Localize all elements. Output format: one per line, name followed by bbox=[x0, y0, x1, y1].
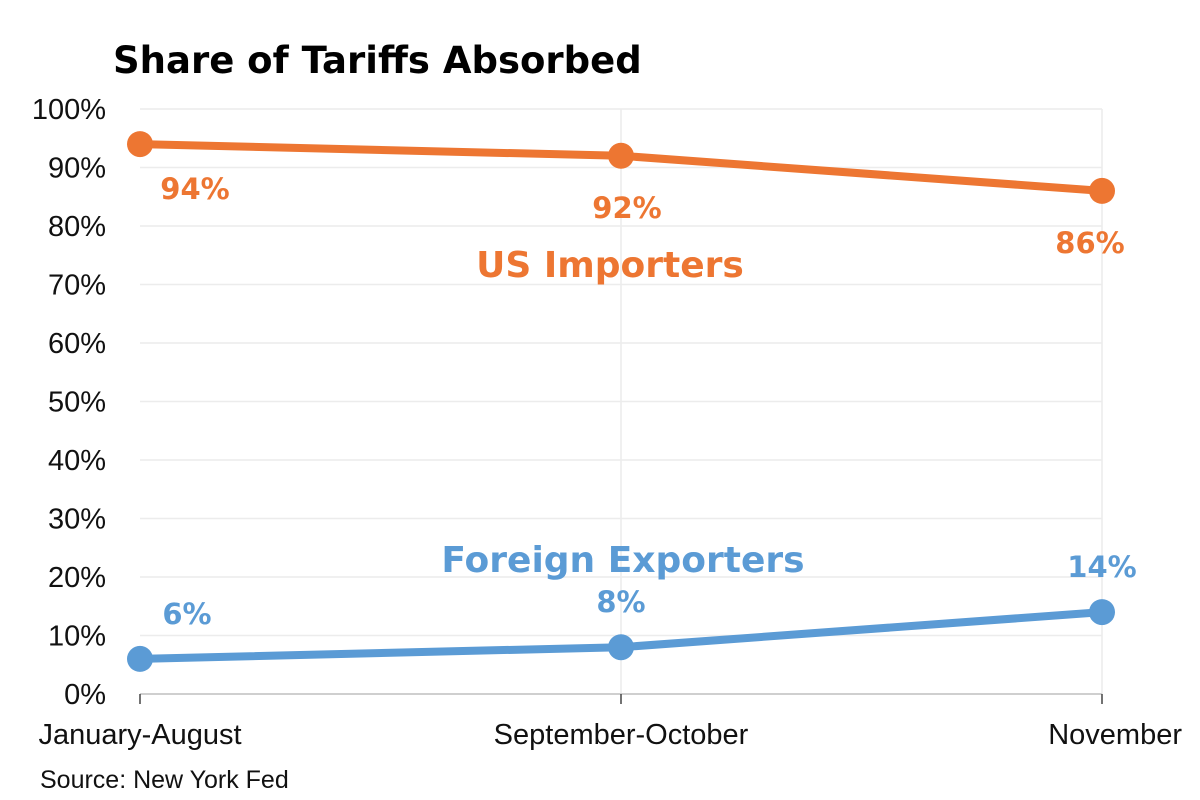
y-tick-label: 40% bbox=[48, 445, 106, 477]
series-us-importers bbox=[127, 131, 1115, 204]
y-tick-label: 10% bbox=[48, 621, 106, 653]
data-label: 6% bbox=[162, 597, 211, 631]
data-label: 86% bbox=[1055, 226, 1124, 260]
y-tick-label: 60% bbox=[48, 328, 106, 360]
data-label: 92% bbox=[592, 191, 661, 225]
axis-layer: 0% 10% 20% 30% 40% 50% 60% 70% 80% 90% 100% January… bbox=[32, 94, 1183, 751]
chart-title: Share of Tariffs Absorbed bbox=[113, 39, 642, 82]
series-foreign-exporters bbox=[127, 599, 1115, 672]
series-layer bbox=[127, 131, 1115, 672]
x-tick-label: November bbox=[1048, 719, 1182, 751]
data-point bbox=[127, 645, 153, 672]
data-label: 14% bbox=[1067, 550, 1136, 584]
x-tick-label: September-October bbox=[494, 719, 749, 751]
y-tick-label: 0% bbox=[64, 679, 106, 711]
data-label: 94% bbox=[160, 172, 229, 206]
y-tick-label: 30% bbox=[48, 504, 106, 536]
y-tick-label: 70% bbox=[48, 270, 106, 302]
y-tick-label: 100% bbox=[32, 94, 106, 126]
label-layer: 94% 92% 86% US Importers 6% 8% 14% Foreign Expo… bbox=[160, 172, 1136, 631]
y-tick-label: 80% bbox=[48, 211, 106, 243]
y-tick-label: 20% bbox=[48, 562, 106, 594]
data-point bbox=[608, 634, 634, 661]
data-label: 8% bbox=[596, 585, 645, 619]
data-point bbox=[608, 142, 634, 169]
series-name-label: US Importers bbox=[476, 245, 744, 286]
source-note: Source: New York Fed bbox=[40, 766, 289, 794]
x-tick-label: January-August bbox=[38, 719, 241, 751]
y-tick-label: 90% bbox=[48, 153, 106, 185]
data-point bbox=[1089, 599, 1115, 626]
data-point bbox=[127, 131, 153, 158]
y-tick-label: 50% bbox=[48, 387, 106, 419]
series-name-label: Foreign Exporters bbox=[441, 540, 804, 581]
data-point bbox=[1089, 177, 1115, 204]
